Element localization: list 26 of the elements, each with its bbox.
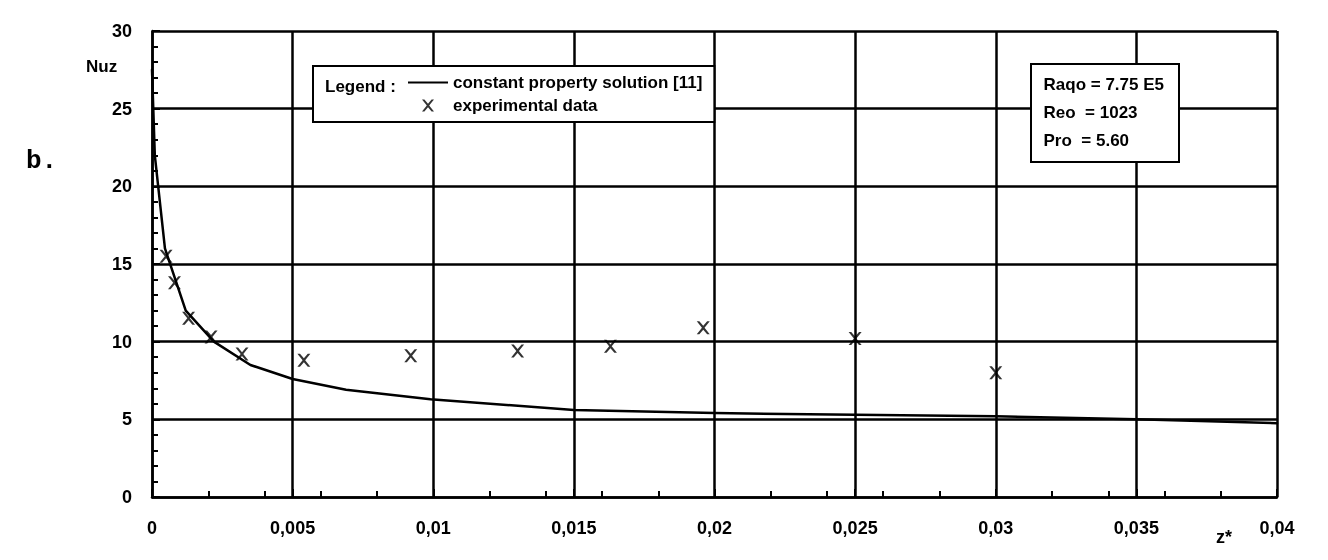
y-tick-label: 0 (121, 487, 132, 507)
text: b. (26, 146, 58, 176)
y-tick-label: 15 (111, 254, 132, 274)
annotation: Raqo = 7.75 E5 (1043, 74, 1164, 96)
annotation: Reo = 1023 (1043, 102, 1139, 124)
y-tick-label: 25 (111, 98, 132, 119)
x-tick-label: 0,035 (1113, 518, 1159, 538)
y-tick-label: 20 (111, 176, 132, 197)
annotation: Pro = 5.60 (1043, 130, 1131, 152)
y-tick-label: 30 (111, 21, 132, 41)
x-tick-label: 0,005 (270, 518, 316, 538)
y-tick-label: 10 (111, 331, 132, 352)
legend-label: experimental data (453, 96, 599, 115)
x-axis-title: z* (1216, 527, 1233, 547)
x-tick-label: 0,01 (415, 518, 451, 538)
x-tick-label: 0,015 (551, 518, 597, 538)
x-tick-label: 0,04 (1259, 518, 1295, 538)
x-tick-label: 0,025 (832, 518, 878, 538)
legend-title: Legend : (325, 77, 396, 96)
parameter-box: Raqo = 7.75 E5 Reo = 1023 Pro = 5.60 (1029, 63, 1180, 163)
x-tick-label: 0,03 (978, 518, 1014, 538)
x-tick-label: 0,02 (696, 518, 733, 538)
x-tick-label: 0 (146, 518, 158, 538)
y-tick-label: 5 (121, 409, 132, 430)
y-axis-title: Nuz (86, 57, 118, 76)
legend-label: constant property solution [11] (453, 73, 703, 92)
